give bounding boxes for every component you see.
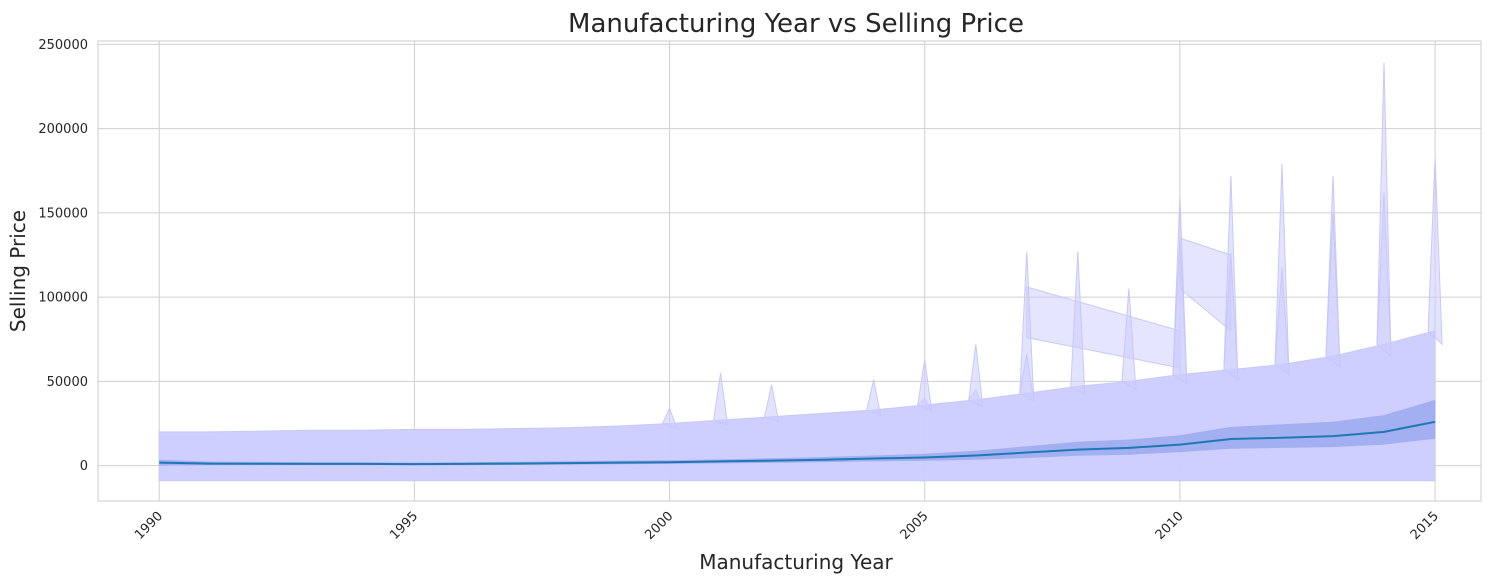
y-axis-label: Selling Price xyxy=(6,210,30,332)
mean-price-line xyxy=(159,420,1436,466)
x-tick-label-2005: 2005 xyxy=(898,509,932,543)
spread-band-1 xyxy=(1026,286,1181,369)
price-spike xyxy=(1019,354,1035,402)
price-spike xyxy=(1223,253,1239,381)
y-tick-label-0: 0 xyxy=(80,459,88,474)
price-spike xyxy=(968,344,984,408)
spread-band-2 xyxy=(1179,237,1232,332)
mean-line xyxy=(159,420,1436,466)
x-tick-label-2015: 2015 xyxy=(1408,509,1442,543)
price-spike xyxy=(1070,251,1086,396)
price-spike xyxy=(1376,192,1392,358)
price-spike xyxy=(713,372,729,426)
y-tick-label-250000: 250000 xyxy=(38,38,88,53)
price-spike xyxy=(661,406,678,429)
price-spike xyxy=(1121,288,1137,391)
price-spread-band xyxy=(158,62,1443,482)
plot-frame xyxy=(97,40,1482,502)
x-tick-label-1995: 1995 xyxy=(387,509,421,543)
price-spike xyxy=(764,384,780,423)
y-tick-label-200000: 200000 xyxy=(38,122,88,137)
y-tick-label-50000: 50000 xyxy=(47,375,88,390)
x-tick-label-2010: 2010 xyxy=(1153,509,1187,543)
y-tick-label-150000: 150000 xyxy=(38,206,88,221)
x-tick-label-1990: 1990 xyxy=(132,509,166,543)
price-spike xyxy=(1325,212,1341,369)
spread-envelope xyxy=(158,330,1436,482)
y-tick-label-100000: 100000 xyxy=(38,291,88,306)
chart-title: Manufacturing Year vs Selling Price xyxy=(568,9,1024,39)
x-tick-labels: 1990 1995 2000 2005 2010 2015 xyxy=(132,509,1442,543)
price-spike xyxy=(1427,157,1443,346)
price-spike xyxy=(917,359,933,412)
x-axis-label: Manufacturing Year xyxy=(699,550,893,574)
price-spike xyxy=(866,379,882,417)
price-spike xyxy=(1172,238,1188,385)
y-tick-labels: 0 50000 100000 150000 200000 250000 xyxy=(38,38,88,474)
x-tick-label-2000: 2000 xyxy=(642,509,676,543)
price-spike xyxy=(1274,266,1290,376)
